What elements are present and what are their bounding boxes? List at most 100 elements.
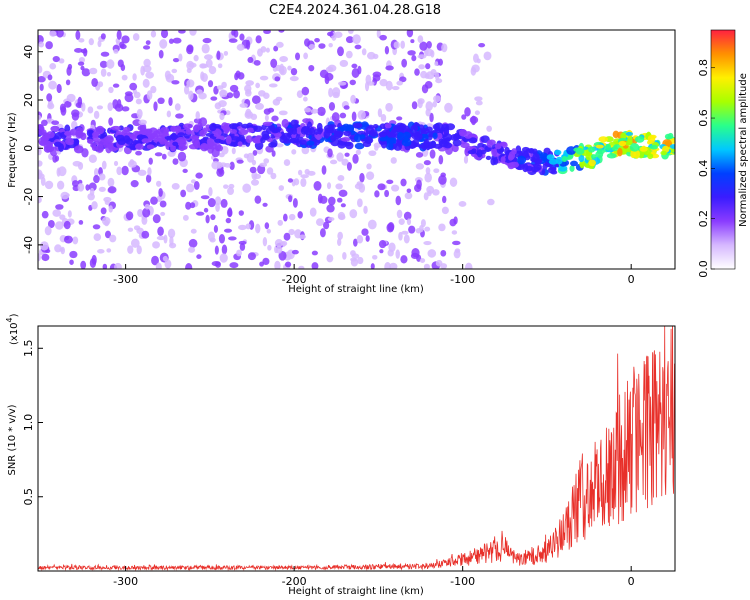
heatmap-speckle xyxy=(429,149,436,159)
heatmap-ridge-cell xyxy=(649,144,658,150)
heatmap-speckle xyxy=(80,65,85,71)
heatmap-speckle xyxy=(225,217,232,224)
heatmap-speckle xyxy=(329,159,338,165)
heatmap-speckle xyxy=(377,108,383,118)
heatmap-speckle xyxy=(38,160,43,167)
heatmap-speckle xyxy=(401,58,408,68)
heatmap-speckle xyxy=(96,105,104,110)
heatmap-speckle xyxy=(324,75,330,85)
heatmap-speckle xyxy=(249,166,257,174)
heatmap-ridge-cell xyxy=(230,136,241,141)
heatmap-speckle xyxy=(38,114,42,121)
heatmap-speckle xyxy=(275,143,284,148)
heatmap-speckle xyxy=(97,40,102,48)
heatmap-speckle xyxy=(75,30,81,41)
heatmap-speckle xyxy=(356,234,364,244)
heatmap-speckle xyxy=(146,90,153,100)
heatmap-speckle xyxy=(424,172,432,183)
heatmap-ridge-cell xyxy=(397,124,405,131)
heatmap-speckle xyxy=(186,60,195,71)
heatmap-speckle xyxy=(287,65,292,71)
heatmap-speckle xyxy=(183,85,190,95)
heatmap-ridge-cell xyxy=(611,146,619,152)
x-tick-label: 0 xyxy=(628,273,635,286)
heatmap-speckle xyxy=(150,196,158,205)
heatmap-speckle xyxy=(337,46,344,57)
heatmap-speckle xyxy=(438,223,446,232)
heatmap-speckle xyxy=(440,263,448,269)
x-tick-label: -100 xyxy=(450,273,475,286)
heatmap-speckle xyxy=(150,85,157,94)
heatmap-speckle xyxy=(270,172,277,180)
heatmap-speckle xyxy=(327,31,334,37)
snr-y-multiplier: (x104) xyxy=(5,313,20,345)
heatmap-speckle xyxy=(339,59,349,68)
heatmap-speckle xyxy=(218,233,226,244)
heatmap-speckle xyxy=(414,68,420,76)
heatmap-ridge-cell xyxy=(261,130,270,139)
heatmap-speckle xyxy=(166,110,172,118)
heatmap-speckle xyxy=(57,166,67,177)
heatmap-speckle xyxy=(137,169,147,176)
heatmap-speckle xyxy=(417,54,427,59)
heatmap-speckle xyxy=(255,82,261,89)
heatmap-speckle xyxy=(426,185,435,194)
heatmap-speckle xyxy=(107,102,114,112)
heatmap-speckle xyxy=(156,180,162,187)
spectrogram-frame xyxy=(37,29,676,270)
heatmap-speckle xyxy=(185,201,192,210)
heatmap-speckle xyxy=(93,233,102,242)
heatmap-ridge-cell xyxy=(354,142,365,150)
heatmap-speckle xyxy=(245,80,255,86)
heatmap-speckle xyxy=(417,98,425,105)
heatmap-speckle xyxy=(214,102,222,110)
heatmap-ridge-cell xyxy=(209,123,217,132)
colorbar-tick-label: 0.2 xyxy=(697,210,710,228)
heatmap-speckle xyxy=(357,65,362,75)
heatmap-speckle xyxy=(142,45,151,50)
heatmap-speckle xyxy=(87,106,94,114)
heatmap-speckle xyxy=(228,236,237,241)
heatmap-speckle xyxy=(279,55,288,63)
heatmap-speckle xyxy=(151,255,159,266)
heatmap-speckle xyxy=(77,96,83,107)
heatmap-speckle xyxy=(308,65,315,72)
heatmap-speckle xyxy=(65,79,71,86)
heatmap-ridge-cell xyxy=(570,160,578,167)
heatmap-ridge-cell xyxy=(664,133,672,140)
heatmap-speckle xyxy=(464,107,471,117)
heatmap-speckle xyxy=(276,41,284,48)
heatmap-speckle xyxy=(156,235,166,241)
heatmap-speckle xyxy=(127,245,134,254)
heatmap-ridge-cell xyxy=(380,139,387,149)
heatmap-speckle xyxy=(259,162,268,168)
heatmap-speckle xyxy=(182,214,189,221)
heatmap-speckle xyxy=(77,61,85,66)
heatmap-speckle xyxy=(112,83,120,88)
heatmap-speckle xyxy=(172,58,180,63)
heatmap-speckle xyxy=(341,158,349,166)
heatmap-speckle xyxy=(78,220,84,225)
heatmap-speckle xyxy=(288,228,295,236)
heatmap-ridge-cell xyxy=(281,118,289,128)
heatmap-speckle xyxy=(77,182,85,192)
heatmap-speckle xyxy=(101,216,111,226)
heatmap-ridge-cell xyxy=(566,146,577,155)
heatmap-speckle xyxy=(337,81,347,86)
heatmap-ridge-cell xyxy=(268,142,278,148)
heatmap-speckle xyxy=(107,177,115,187)
heatmap-speckle xyxy=(200,195,210,200)
heatmap-speckle xyxy=(245,108,252,118)
heatmap-speckle xyxy=(326,254,334,263)
spectrogram-y-axis-title: Frequency (Hz) xyxy=(7,112,18,188)
heatmap-speckle xyxy=(78,38,85,43)
heatmap-speckle xyxy=(425,101,433,112)
heatmap-speckle xyxy=(441,206,449,215)
heatmap-speckle xyxy=(254,195,262,204)
heatmap-speckle xyxy=(410,39,415,44)
heatmap-speckle xyxy=(116,30,122,40)
heatmap-speckle xyxy=(419,258,426,263)
heatmap-speckle xyxy=(351,111,357,122)
heatmap-speckle xyxy=(71,112,80,121)
heatmap-speckle xyxy=(400,178,407,187)
